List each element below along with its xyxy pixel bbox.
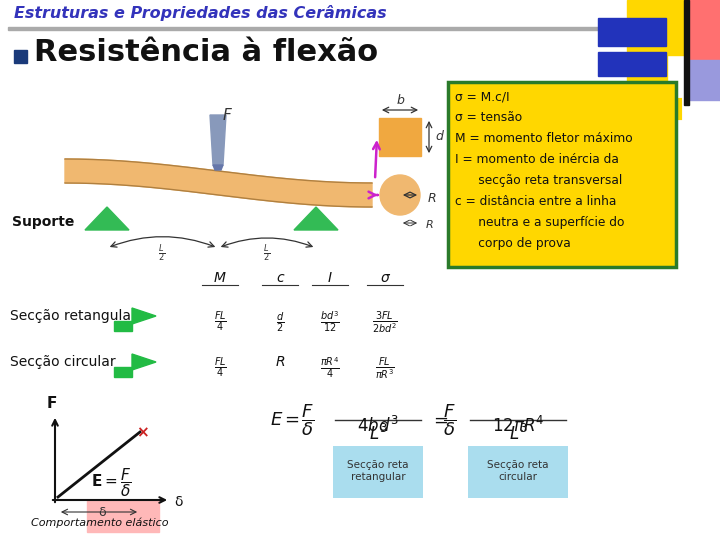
Text: $L^3$: $L^3$ [369,424,387,444]
Text: $12\pi R^4$: $12\pi R^4$ [492,416,544,436]
Bar [627,0,687,55]
Text: $\dfrac{F}{\delta}$: $\dfrac{F}{\delta}$ [444,402,456,438]
Bar [468,446,568,498]
Text: Suporte: Suporte [12,215,74,229]
Text: d: d [435,131,443,144]
Text: Secção reta
circular: Secção reta circular [487,460,549,482]
Ellipse shape [380,175,420,215]
Bar [114,321,132,331]
Bar [688,60,720,100]
Text: c: c [276,271,284,285]
Text: $\frac{FL}{4}$: $\frac{FL}{4}$ [214,310,227,334]
Text: σ = tensão: σ = tensão [455,111,522,124]
Text: Resistência à flexão: Resistência à flexão [34,38,378,67]
Text: σ = M.c/I: σ = M.c/I [455,90,510,103]
Bar [580,100,680,118]
Polygon shape [294,207,338,230]
Text: $L^3$: $L^3$ [508,424,528,444]
Text: $=$: $=$ [430,411,449,429]
Text: corpo de prova: corpo de prova [455,237,571,250]
Bar [684,0,689,105]
Text: I = momento de inércia da: I = momento de inércia da [455,153,619,166]
Text: δ: δ [98,506,106,519]
Text: σ: σ [381,271,390,285]
Text: Secção reta
retangular: Secção reta retangular [347,460,409,482]
Text: c = distância entre a linha: c = distância entre a linha [455,195,616,208]
Text: ×: × [135,426,148,441]
Bar [114,367,132,377]
Text: R: R [275,355,285,369]
Bar [333,446,423,498]
Text: $\frac{FL}{4}$: $\frac{FL}{4}$ [214,356,227,380]
Text: $\frac{bd^3}{12}$: $\frac{bd^3}{12}$ [320,310,340,334]
Polygon shape [210,115,226,165]
Text: b: b [396,94,404,107]
Text: R: R [428,192,436,205]
Text: M: M [214,271,226,285]
Text: $\frac{\pi R^4}{4}$: $\frac{\pi R^4}{4}$ [320,356,340,380]
Text: F: F [223,108,232,123]
Bar [14,50,27,63]
Text: neutra e a superfície do: neutra e a superfície do [455,216,624,229]
Text: F: F [47,396,57,411]
Text: secção reta transversal: secção reta transversal [455,174,622,187]
Text: R: R [426,220,433,230]
Polygon shape [132,354,156,370]
Text: Estruturas e Propriedades das Cerâmicas: Estruturas e Propriedades das Cerâmicas [14,5,387,21]
Polygon shape [132,308,156,324]
Text: Comportamento elástico: Comportamento elástico [31,517,168,528]
Text: $\frac{d}{2}$: $\frac{d}{2}$ [276,310,284,334]
Bar [627,55,667,95]
Text: $\frac{3FL}{2bd^2}$: $\frac{3FL}{2bd^2}$ [372,310,398,336]
Bar [598,18,666,46]
Text: I: I [328,271,332,285]
Bar [598,52,666,76]
Text: $E=$: $E=$ [270,411,300,429]
Text: Secção circular: Secção circular [10,355,116,369]
Bar [688,0,720,60]
Text: $4bd^3$: $4bd^3$ [357,416,399,436]
Text: $\frac{L}{2}$: $\frac{L}{2}$ [264,242,271,264]
Bar [379,118,421,156]
Text: $\dfrac{F}{\delta}$: $\dfrac{F}{\delta}$ [302,402,315,438]
Text: δ: δ [174,495,182,509]
Bar [8,27,678,30]
Polygon shape [65,159,372,207]
Polygon shape [213,165,223,170]
Bar [448,82,676,267]
Text: $\frac{FL}{\pi R^3}$: $\frac{FL}{\pi R^3}$ [375,356,395,382]
Text: $\mathbf{E} = \dfrac{F}{\delta}$: $\mathbf{E} = \dfrac{F}{\delta}$ [91,466,132,499]
Text: $\frac{L}{2}$: $\frac{L}{2}$ [158,242,166,264]
Bar [87,500,159,532]
Text: Secção retangular: Secção retangular [10,309,137,323]
Polygon shape [85,207,129,230]
Text: M = momento fletor máximo: M = momento fletor máximo [455,132,633,145]
